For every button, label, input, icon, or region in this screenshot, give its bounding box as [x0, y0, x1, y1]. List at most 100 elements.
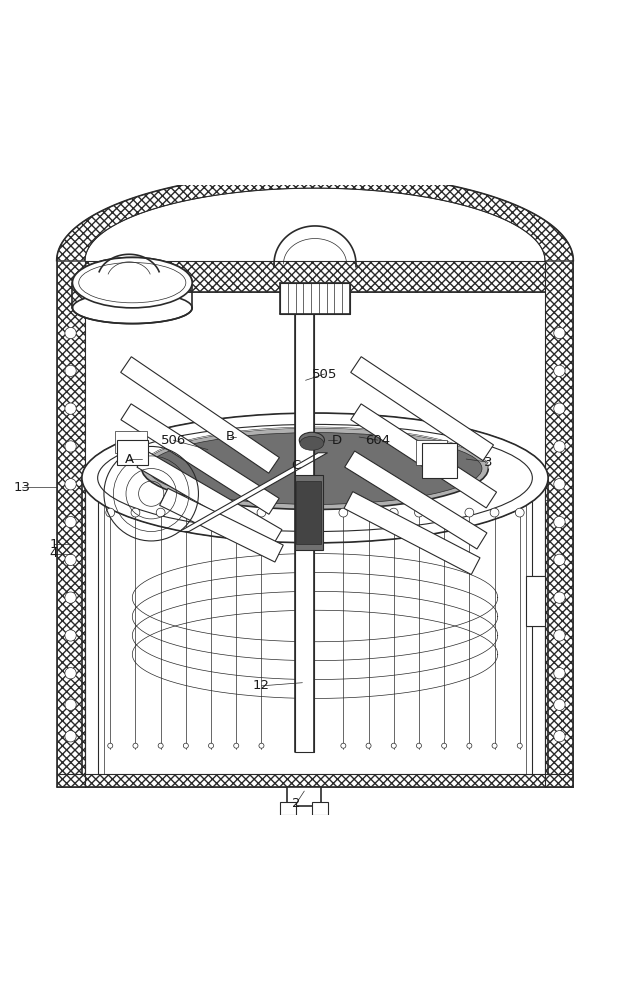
- Circle shape: [207, 508, 215, 517]
- Text: 506: 506: [161, 434, 186, 447]
- Circle shape: [554, 554, 565, 566]
- Circle shape: [515, 508, 524, 517]
- Polygon shape: [351, 357, 493, 461]
- Text: 2: 2: [292, 797, 301, 810]
- Polygon shape: [117, 440, 148, 465]
- Bar: [296, 481, 321, 544]
- Ellipse shape: [98, 424, 532, 532]
- Circle shape: [554, 699, 565, 710]
- Text: C: C: [292, 459, 301, 472]
- Circle shape: [554, 441, 565, 452]
- Polygon shape: [57, 172, 573, 261]
- Circle shape: [65, 699, 76, 710]
- Circle shape: [366, 743, 371, 748]
- Polygon shape: [85, 261, 545, 292]
- Circle shape: [156, 508, 165, 517]
- Circle shape: [554, 403, 565, 414]
- Circle shape: [554, 365, 565, 377]
- Circle shape: [65, 365, 76, 377]
- Circle shape: [65, 479, 76, 490]
- Text: A: A: [125, 453, 134, 466]
- Polygon shape: [416, 440, 447, 465]
- Circle shape: [65, 403, 76, 414]
- Circle shape: [65, 668, 76, 679]
- Circle shape: [106, 508, 115, 517]
- Polygon shape: [344, 492, 480, 575]
- Ellipse shape: [72, 257, 192, 308]
- Circle shape: [467, 743, 472, 748]
- Polygon shape: [295, 286, 314, 752]
- Polygon shape: [312, 802, 328, 815]
- Polygon shape: [345, 451, 487, 549]
- Circle shape: [65, 554, 76, 566]
- Polygon shape: [121, 404, 279, 514]
- Polygon shape: [57, 261, 85, 787]
- Text: 3: 3: [484, 456, 493, 469]
- Circle shape: [490, 508, 499, 517]
- Circle shape: [65, 592, 76, 603]
- Bar: [295, 475, 323, 550]
- Circle shape: [554, 479, 565, 490]
- Ellipse shape: [299, 432, 324, 448]
- Circle shape: [554, 516, 565, 528]
- Polygon shape: [526, 576, 545, 626]
- Text: 604: 604: [365, 434, 391, 447]
- Text: B: B: [226, 430, 234, 444]
- Circle shape: [442, 743, 447, 748]
- Circle shape: [554, 592, 565, 603]
- Circle shape: [339, 508, 348, 517]
- Circle shape: [131, 508, 140, 517]
- Ellipse shape: [142, 428, 488, 509]
- Text: D: D: [332, 434, 342, 447]
- Circle shape: [465, 508, 474, 517]
- Circle shape: [232, 508, 241, 517]
- Circle shape: [65, 441, 76, 452]
- Polygon shape: [280, 283, 350, 314]
- Ellipse shape: [148, 433, 482, 504]
- Polygon shape: [545, 261, 573, 787]
- Polygon shape: [82, 413, 548, 543]
- Ellipse shape: [82, 413, 548, 543]
- Circle shape: [209, 743, 214, 748]
- Text: 1: 1: [49, 538, 58, 551]
- Circle shape: [440, 508, 449, 517]
- Polygon shape: [137, 451, 282, 546]
- Circle shape: [364, 508, 373, 517]
- Circle shape: [65, 516, 76, 528]
- Circle shape: [108, 743, 113, 748]
- Polygon shape: [159, 488, 284, 562]
- Circle shape: [257, 508, 266, 517]
- Circle shape: [181, 508, 190, 517]
- Circle shape: [65, 327, 76, 339]
- Text: 13: 13: [14, 481, 30, 494]
- Circle shape: [341, 743, 346, 748]
- Polygon shape: [287, 787, 321, 806]
- Circle shape: [554, 630, 565, 641]
- Circle shape: [554, 731, 565, 742]
- Circle shape: [391, 743, 396, 748]
- Circle shape: [415, 508, 423, 517]
- Circle shape: [65, 731, 76, 742]
- Polygon shape: [351, 404, 496, 508]
- Ellipse shape: [79, 262, 186, 303]
- Circle shape: [259, 743, 264, 748]
- Circle shape: [416, 743, 421, 748]
- Polygon shape: [180, 453, 328, 532]
- Circle shape: [133, 743, 138, 748]
- Circle shape: [389, 508, 398, 517]
- Circle shape: [65, 630, 76, 641]
- Ellipse shape: [72, 292, 192, 324]
- Polygon shape: [422, 443, 457, 478]
- Circle shape: [234, 743, 239, 748]
- Circle shape: [492, 743, 497, 748]
- Polygon shape: [115, 431, 147, 453]
- Circle shape: [183, 743, 188, 748]
- Text: 505: 505: [312, 367, 337, 380]
- Ellipse shape: [300, 436, 324, 450]
- Text: 4: 4: [49, 547, 58, 560]
- Circle shape: [158, 743, 163, 748]
- Polygon shape: [280, 802, 296, 815]
- Text: 12: 12: [253, 679, 270, 692]
- Circle shape: [554, 668, 565, 679]
- Circle shape: [554, 327, 565, 339]
